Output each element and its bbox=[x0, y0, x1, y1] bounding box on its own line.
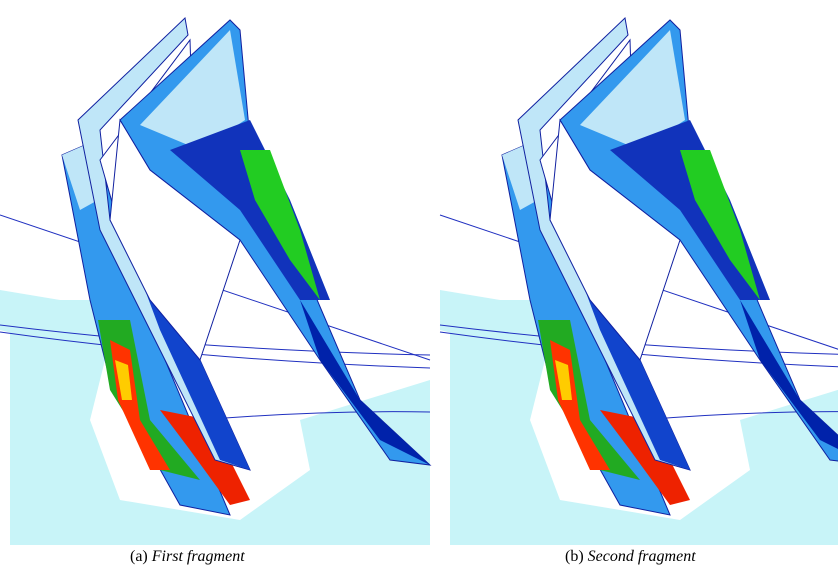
image-first-fragment bbox=[0, 17, 431, 545]
image-second-fragment bbox=[439, 17, 838, 545]
caption-text: First fragment bbox=[151, 548, 245, 565]
caption: (a) First fragment bbox=[130, 548, 245, 566]
figure-images bbox=[0, 17, 838, 545]
caption-label: (a) bbox=[130, 548, 148, 565]
caption: (b) Second fragment bbox=[565, 548, 696, 566]
caption-label: (b) bbox=[565, 548, 584, 565]
caption-text: Second fragment bbox=[587, 548, 696, 565]
